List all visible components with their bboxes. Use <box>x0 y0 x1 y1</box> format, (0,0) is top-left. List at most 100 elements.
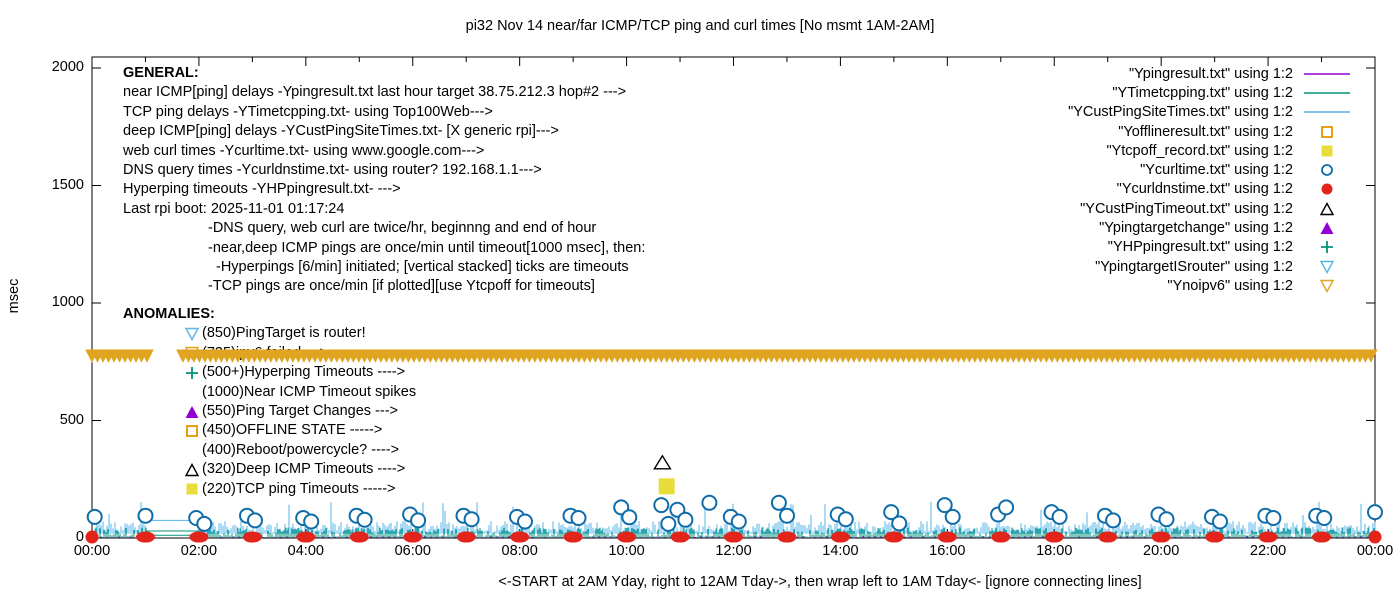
legend-sample <box>1299 260 1355 274</box>
anomaly-marker <box>185 366 202 380</box>
legend-triangle-filled-purple-icon <box>1320 222 1334 235</box>
legend-row: "Ytcpoff_record.txt" using 1:2 <box>1068 141 1355 160</box>
legend-circle-filled-red-icon <box>1321 183 1333 195</box>
anomaly-label: (220)TCP ping Timeouts -----> <box>202 480 396 497</box>
plus-teal-icon <box>186 366 198 379</box>
anomaly-marker <box>185 462 202 477</box>
general-line: deep ICMP[ping] delays -YCustPingSiteTim… <box>123 123 559 140</box>
legend-row: "Ycurltime.txt" using 1:2 <box>1068 160 1355 179</box>
anomaly-row: (400)Reboot/powercycle? ----> <box>123 441 416 460</box>
anomaly-marker <box>185 385 202 399</box>
general-note: GENERAL: near ICMP[ping] delays -Ypingre… <box>123 64 645 297</box>
anomaly-rows: (850)PingTarget is router! (735)ipv6 fail… <box>123 324 416 499</box>
anomaly-marker <box>185 443 202 457</box>
legend-label: "Yofflineresult.txt" using 1:2 <box>1118 123 1293 140</box>
x-tick-label: 18:00 <box>1036 543 1073 559</box>
legend-sample <box>1299 144 1355 158</box>
series-YCustPingTimeout <box>653 454 672 470</box>
legend-label: "Ypingresult.txt" using 1:2 <box>1129 65 1293 82</box>
anomaly-row: (220)TCP ping Timeouts -----> <box>123 480 416 499</box>
legend-sample <box>1299 279 1355 293</box>
legend-label: "Ytcpoff_record.txt" using 1:2 <box>1106 142 1293 159</box>
legend-label: "YHPpingresult.txt" using 1:2 <box>1107 239 1293 256</box>
legend-line-skyblue-icon <box>1304 111 1350 114</box>
legend-sample <box>1299 163 1355 177</box>
legend-sample <box>1299 86 1355 100</box>
anomaly-label: (320)Deep ICMP Timeouts ----> <box>202 461 406 478</box>
legend-row: "YTimetcpping.txt" using 1:2 <box>1068 83 1355 102</box>
legend-row: "Ypingtargetchange" using 1:2 <box>1068 218 1355 237</box>
anomaly-label: (850)PingTarget is router! <box>202 325 366 342</box>
x-tick-label: 00:00 <box>73 543 111 559</box>
anomaly-row: (850)PingTarget is router! <box>123 324 416 343</box>
x-tick-label: 00:00 <box>1356 543 1394 559</box>
legend-sample <box>1299 240 1355 254</box>
x-tick-label: 02:00 <box>180 543 218 559</box>
y-tick-label: 2000 <box>51 59 84 75</box>
anomaly-label: (400)Reboot/powercycle? ----> <box>202 441 400 458</box>
general-line: -TCP pings are once/min [if plotted][use… <box>208 278 595 295</box>
anomaly-row: (735)ipv6 failed ---> <box>123 344 416 363</box>
legend-row: "Ynoipv6" using 1:2 <box>1068 276 1355 295</box>
x-tick-label: 14:00 <box>822 543 859 559</box>
legend-label: "YpingtargetISrouter" using 1:2 <box>1095 258 1293 275</box>
y-tick-label: 1000 <box>51 294 84 310</box>
anomaly-row: (550)Ping Target Changes ---> <box>123 402 416 421</box>
legend-plus-teal-icon <box>1321 241 1333 254</box>
y-tick-label: 500 <box>59 411 84 428</box>
legend-line-purple-icon <box>1304 72 1350 75</box>
legend-circle-open-blue-icon <box>1321 164 1333 177</box>
general-lines: near ICMP[ping] delays -Ypingresult.txt … <box>123 83 645 296</box>
tridown-open-gold-icon <box>185 347 199 361</box>
square-filled-yellow-icon <box>186 483 198 495</box>
anomaly-row: (1000)Near ICMP Timeout spikes <box>123 383 416 402</box>
legend-row: "Ypingresult.txt" using 1:2 <box>1068 64 1355 83</box>
legend-sample <box>1299 105 1355 119</box>
chart-title: pi32 Nov 14 near/far ICMP/TCP ping and c… <box>465 18 935 34</box>
legend-row: "YCustPingSiteTimes.txt" using 1:2 <box>1068 103 1355 122</box>
legend-tridown-open-skyblue-icon <box>1320 260 1334 274</box>
legend-row: "YpingtargetISrouter" using 1:2 <box>1068 257 1355 276</box>
legend-label: "YCustPingTimeout.txt" using 1:2 <box>1080 200 1293 217</box>
legend-sample <box>1299 67 1355 81</box>
legend: "Ypingresult.txt" using 1:2 "YTimetcpping… <box>1068 64 1355 296</box>
legend-row: "Yofflineresult.txt" using 1:2 <box>1068 122 1355 141</box>
anomaly-marker <box>185 327 202 342</box>
anomaly-marker <box>185 424 202 438</box>
anomaly-label: (550)Ping Target Changes ---> <box>202 402 398 419</box>
legend-label: "Ycurltime.txt" using 1:2 <box>1140 162 1293 179</box>
anomaly-label: (1000)Near ICMP Timeout spikes <box>202 383 417 400</box>
y-tick-label: 1500 <box>51 176 84 193</box>
anomaly-label: (735)ipv6 failed ---> <box>202 344 329 361</box>
anomalies-note: ANOMALIES: (850)PingTarget is router! (73… <box>123 305 416 499</box>
legend-label: "Ycurldnstime.txt" using 1:2 <box>1116 181 1293 198</box>
anomaly-label: (500+)Hyperping Timeouts ----> <box>202 364 406 381</box>
legend-tridown-open-gold-icon <box>1320 279 1334 293</box>
legend-line-teal-icon <box>1304 92 1350 94</box>
x-tick-label: 10:00 <box>608 543 645 559</box>
triangle-open-black-icon <box>185 462 199 477</box>
x-tick-label: 04:00 <box>287 543 324 559</box>
general-line: TCP ping delays -YTimetcpping.txt- using… <box>123 103 493 120</box>
general-line: DNS query times -Ycurldnstime.txt- using… <box>123 162 542 179</box>
square-open-orange-icon <box>186 425 198 437</box>
y-tick-label: 0 <box>75 529 84 545</box>
legend-label: "YTimetcpping.txt" using 1:2 <box>1112 84 1293 101</box>
legend-row: "Ycurldnstime.txt" using 1:2 <box>1068 180 1355 199</box>
anomaly-label: (450)OFFLINE STATE -----> <box>202 422 383 439</box>
legend-sample <box>1299 182 1355 196</box>
x-tick-label: 08:00 <box>501 543 538 559</box>
anomaly-row: (320)Deep ICMP Timeouts ----> <box>123 460 416 479</box>
x-tick-label: 06:00 <box>394 543 431 559</box>
anomaly-marker <box>185 482 202 496</box>
legend-square-filled-yellow-icon <box>1321 145 1333 157</box>
legend-sample <box>1299 125 1355 139</box>
series-Ycurltime <box>86 494 1383 532</box>
x-tick-label: 22:00 <box>1249 543 1287 559</box>
general-heading: GENERAL: <box>123 65 199 81</box>
tridown-open-skyblue-icon <box>185 327 199 342</box>
general-line: -DNS query, web curl are twice/hr, begin… <box>208 220 597 237</box>
legend-row: "YCustPingTimeout.txt" using 1:2 <box>1068 199 1355 218</box>
legend-triangle-open-black-icon <box>1320 201 1334 215</box>
